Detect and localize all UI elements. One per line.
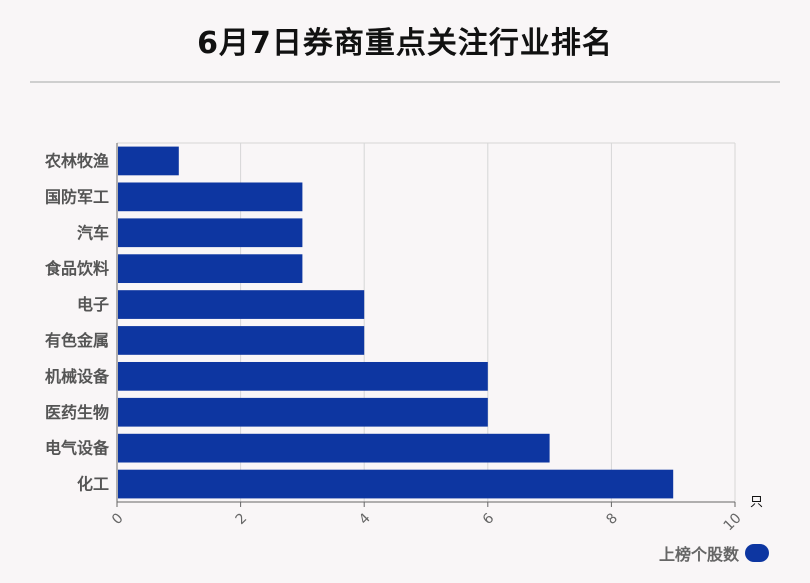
bar: [118, 433, 550, 463]
bar: [118, 290, 365, 319]
legend-label: 上榜个股数: [658, 545, 739, 564]
legend-swatch: [745, 544, 769, 562]
bar: [118, 254, 303, 284]
x-tick-label: 4: [356, 510, 374, 528]
x-tick-label: 6: [480, 510, 498, 528]
bar: [118, 146, 179, 176]
bar: [118, 397, 488, 427]
category-label: 汽车: [77, 223, 109, 242]
bar: [118, 361, 488, 391]
x-unit-label: 只: [750, 495, 763, 510]
category-label: 电子: [77, 295, 109, 314]
category-label: 医药生物: [45, 403, 109, 422]
category-label: 电气设备: [45, 439, 110, 458]
title-divider: [30, 81, 780, 83]
category-label: 有色金属: [45, 331, 109, 350]
category-label: 国防军工: [45, 187, 109, 206]
category-label: 食品饮料: [44, 259, 109, 278]
x-tick-label: 8: [603, 510, 621, 528]
x-tick-label: 2: [233, 510, 251, 528]
x-tick-label: 10: [721, 510, 745, 534]
category-label: 农林牧渔: [44, 151, 109, 170]
bar: [118, 469, 674, 499]
legend[interactable]: 上榜个股数: [659, 541, 769, 565]
chart-title: 6月7日券商重点关注行业排名: [197, 26, 613, 61]
category-label: 化工: [77, 475, 109, 494]
x-tick-label: 0: [109, 510, 127, 528]
category-label: 机械设备: [45, 367, 110, 386]
bar: [118, 326, 365, 355]
bar: [118, 182, 303, 212]
bar: [118, 218, 303, 248]
